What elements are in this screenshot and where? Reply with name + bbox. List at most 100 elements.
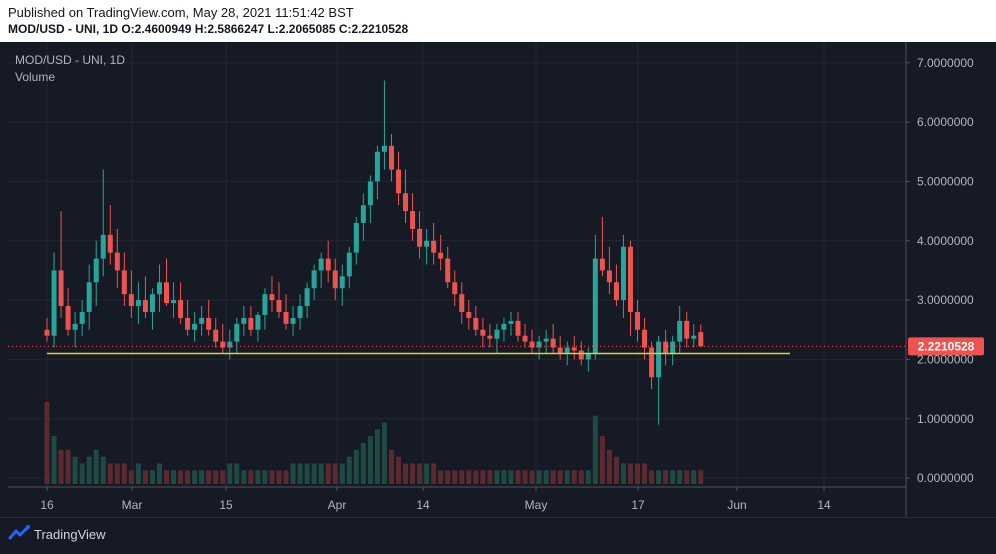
candle	[178, 282, 184, 324]
candle-body	[424, 240, 430, 247]
volume-bar	[51, 436, 57, 484]
candle	[185, 300, 191, 336]
y-tick-label: 2.0000000	[917, 352, 974, 366]
volume-bar	[353, 449, 359, 484]
volume-bar	[128, 470, 134, 484]
volume-bar	[297, 463, 303, 484]
volume-bar	[487, 470, 493, 484]
candle-body	[431, 240, 437, 253]
candle	[550, 323, 556, 354]
volume-bar	[515, 470, 521, 484]
candle	[142, 276, 148, 318]
candle	[213, 317, 219, 348]
x-tick-label: 14	[817, 498, 831, 512]
volume-bar	[93, 449, 99, 484]
candle-body	[606, 270, 612, 283]
tradingview-brand[interactable]: TradingView	[34, 527, 106, 542]
candle	[353, 217, 359, 265]
volume-bar	[311, 463, 317, 484]
candle-body	[156, 282, 162, 295]
candle-body	[613, 282, 619, 301]
volume-bar	[121, 463, 127, 484]
chart-area[interactable]	[0, 42, 996, 517]
candle-body	[564, 347, 570, 354]
candle-body	[339, 276, 345, 289]
volume-bar	[318, 463, 324, 484]
candle	[438, 234, 444, 271]
volume-bar	[346, 456, 352, 484]
candle-body	[44, 329, 50, 336]
candle-body	[578, 350, 584, 360]
x-tick-label: Apr	[328, 498, 347, 512]
volume-bar	[339, 463, 345, 484]
candle-body	[381, 145, 387, 152]
candle-body	[114, 252, 120, 271]
volume-bar	[564, 470, 570, 484]
volume-bar	[501, 470, 507, 484]
volume-bar	[178, 470, 184, 484]
candle	[557, 335, 563, 360]
candle-body	[135, 300, 141, 307]
candle	[339, 264, 345, 307]
candle	[620, 234, 626, 318]
candle	[65, 288, 71, 336]
candle	[156, 264, 162, 312]
candle	[403, 169, 409, 223]
candle-body	[241, 317, 247, 324]
candle	[663, 329, 669, 366]
candle-body	[199, 317, 205, 324]
candle	[234, 317, 240, 354]
candle	[318, 252, 324, 289]
volume-bar	[220, 470, 226, 484]
candle-body	[508, 320, 514, 324]
candle-body	[452, 282, 458, 295]
volume-bar	[114, 463, 120, 484]
tradingview-logo-icon[interactable]	[8, 524, 32, 544]
volume-bar	[396, 456, 401, 484]
candle	[171, 282, 177, 318]
candle	[381, 80, 387, 170]
x-tick-label: 17	[631, 498, 645, 512]
y-tick-label: 7.0000000	[917, 56, 974, 70]
candle-body	[325, 258, 331, 271]
volume-bar	[606, 449, 612, 484]
candle	[269, 276, 275, 312]
candle	[677, 306, 683, 354]
candle-body	[100, 234, 106, 259]
volume-bar	[58, 449, 64, 484]
candle-body	[466, 311, 472, 318]
volume-bar	[44, 402, 50, 484]
volume-bar	[670, 470, 676, 484]
volume-bar	[663, 470, 669, 484]
candle	[522, 323, 528, 348]
volume-bar	[290, 463, 296, 484]
candle	[262, 288, 268, 330]
candle	[304, 282, 310, 318]
volume-bar	[107, 463, 113, 484]
candle-body	[178, 300, 184, 318]
candle-body	[290, 317, 296, 324]
candle	[501, 317, 507, 342]
volume-bar	[494, 470, 500, 484]
volume-bar	[374, 429, 380, 484]
candle	[367, 175, 373, 223]
candle	[346, 246, 352, 289]
last-price-tag	[908, 337, 984, 356]
candle	[276, 282, 282, 318]
candle-body	[473, 317, 479, 330]
volume-bar	[473, 470, 479, 484]
volume-bar	[325, 463, 331, 484]
volume-bar	[522, 470, 528, 484]
volume-bar	[557, 470, 563, 484]
candle-body	[543, 338, 549, 342]
candle-body	[396, 169, 401, 194]
candle-body	[276, 300, 282, 312]
volume-bar	[283, 470, 289, 484]
publish-header: Published on TradingView.com, May 28, 20…	[0, 0, 996, 42]
footer-bar	[0, 517, 996, 554]
volume-bar	[536, 470, 542, 484]
candle-body	[149, 294, 155, 312]
candle-body	[417, 228, 423, 247]
volume-bar	[185, 470, 191, 484]
